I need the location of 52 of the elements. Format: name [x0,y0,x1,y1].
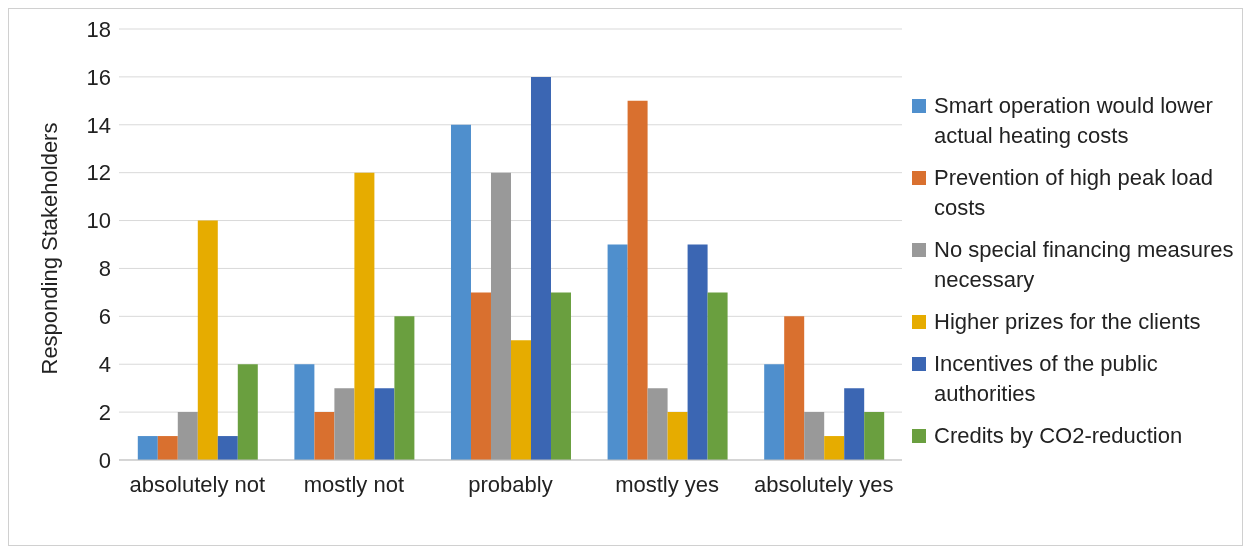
y-tick-label: 2 [98,399,111,425]
y-tick-label: 16 [86,64,111,90]
legend-label: Credits by CO2-reduction [934,422,1183,450]
x-tick-label: probably [468,471,553,497]
bar [647,388,668,460]
y-tick-label: 18 [86,16,111,42]
bar [374,388,395,460]
bar [510,340,531,460]
bar [707,292,728,460]
bar [314,412,335,460]
bar [530,76,551,460]
bar [294,364,315,460]
bar [450,124,471,460]
y-tick-label: 8 [98,256,111,282]
bar [490,172,511,460]
bar [844,388,865,460]
bar [764,364,785,460]
bar [550,292,571,460]
bar [237,364,258,460]
bar [334,388,355,460]
bar [394,316,415,460]
legend-label: No special financing measures necessary [934,236,1235,294]
bar [157,436,178,460]
x-tick-label: absolutely not [129,471,266,497]
y-tick-label: 12 [86,160,111,186]
x-tick-label: mostly yes [615,471,720,497]
bar [667,412,688,460]
legend-label: Smart operation would lower actual heating costs [934,92,1214,150]
bar [824,436,845,460]
y-tick-label: 14 [86,112,111,138]
legend-label: Incentives of the public authorities [934,350,1159,408]
y-tick-label: 10 [86,208,111,234]
bar [177,412,198,460]
legend-label: Prevention of high peak load costs [934,164,1214,222]
bar [864,412,885,460]
y-axis-title: Responding Stakeholders [36,122,62,375]
bar [687,244,708,460]
x-tick-label: absolutely yes [753,471,894,497]
bar [217,436,238,460]
bar [607,244,628,460]
bar [354,172,375,460]
bar [627,100,648,460]
bar [197,220,218,460]
y-tick-label: 4 [98,352,111,378]
y-tick-label: 6 [98,304,111,330]
bar [804,412,825,460]
bar [784,316,805,460]
x-tick-label: mostly not [303,471,405,497]
legend-label: Higher prizes for the clients [934,308,1201,336]
bar [137,436,158,460]
y-tick-label: 0 [98,447,111,473]
bar [470,292,491,460]
